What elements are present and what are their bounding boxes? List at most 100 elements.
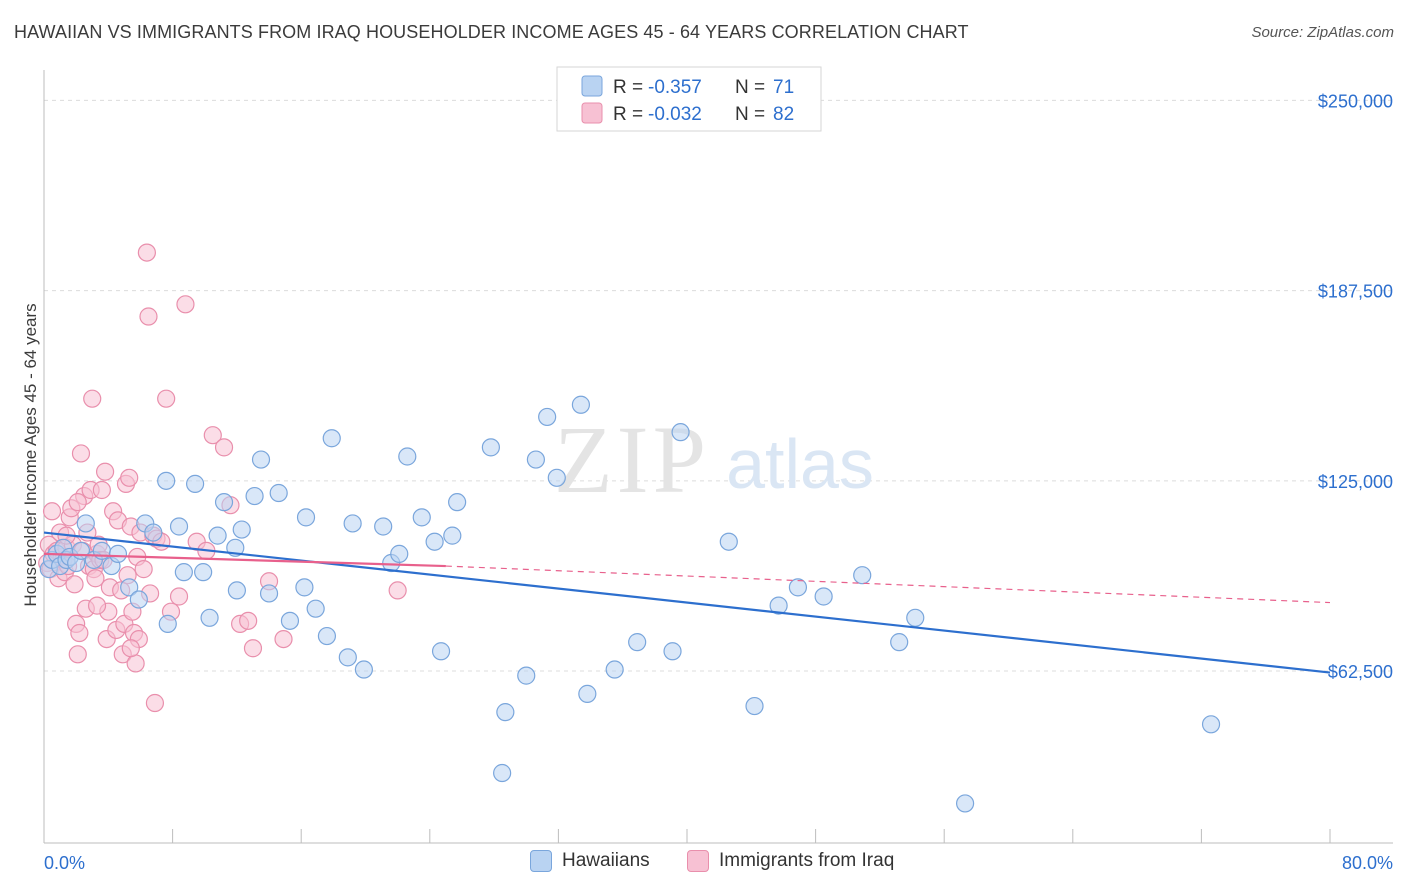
- legend-item-hawaiians[interactable]: Hawaiians: [530, 850, 650, 872]
- hawaiians-point: [481, 438, 500, 457]
- hawaiians-point: [788, 578, 808, 597]
- legend-n-value-2: 82: [773, 104, 794, 125]
- iraq-point: [95, 462, 115, 481]
- hawaiians-point: [245, 486, 264, 506]
- legend-n-label-1: N =: [735, 77, 765, 98]
- legend-n-value-1: 71: [773, 77, 794, 98]
- axes: [43, 70, 1393, 844]
- hawaiians-point: [259, 584, 279, 603]
- hawaiians-point: [526, 450, 545, 469]
- hawaiians-point: [448, 493, 467, 512]
- iraq-point: [71, 444, 91, 463]
- hawaiians-point: [663, 642, 682, 661]
- hawaiians-point: [214, 493, 234, 512]
- legend-label-iraq: Immigrants from Iraq: [719, 850, 895, 871]
- hawaiians-point: [628, 633, 647, 652]
- x-tick-label-max: 80.0%: [1342, 853, 1393, 873]
- iraq-point: [86, 569, 105, 588]
- hawaiians-point: [671, 423, 690, 442]
- hawaiians-point: [317, 626, 337, 646]
- trend-lines: [43, 531, 1331, 674]
- hawaiians-point: [129, 590, 148, 609]
- gridlines: [44, 99, 1393, 672]
- hawaiians-point: [814, 587, 833, 606]
- hawaiians-point: [578, 684, 597, 703]
- iraq-point: [92, 480, 111, 500]
- legend-item-iraq[interactable]: Immigrants from Iraq: [687, 850, 894, 872]
- iraq-point: [65, 575, 84, 594]
- y-tick-label: $62,500: [1328, 662, 1393, 682]
- iraq-point: [239, 611, 258, 630]
- hawaiians-point: [108, 544, 128, 563]
- series-iraq-points: [38, 243, 407, 713]
- iraq-point: [203, 426, 222, 445]
- iraq-point: [134, 560, 153, 579]
- chart-source: Source: ZipAtlas.com: [1251, 24, 1394, 41]
- hawaiians-point: [538, 407, 557, 427]
- legend-r-label-2: R =: [613, 104, 643, 125]
- iraq-point: [274, 629, 293, 649]
- stats-legend: R = -0.357 N = 71 R = -0.032 N = 82: [556, 66, 822, 132]
- hawaiians-point: [719, 532, 738, 551]
- hawaiians-point: [431, 642, 451, 661]
- y-tick-labels: $62,500 $125,000 $187,500 $250,000: [1318, 91, 1393, 682]
- iraq-point: [214, 438, 234, 457]
- iraq-trend-line-extension: [445, 565, 1331, 604]
- watermark-zip: ZIP: [554, 406, 710, 513]
- hawaiians-point: [227, 581, 246, 600]
- series-legend: Hawaiians Immigrants from Iraq: [0, 850, 1406, 880]
- hawaiians-point: [769, 596, 788, 615]
- hawaiians-point: [174, 563, 193, 582]
- legend-label-hawaiians: Hawaiians: [562, 850, 650, 871]
- chart-title: HAWAIIAN VS IMMIGRANTS FROM IRAQ HOUSEHO…: [14, 22, 969, 42]
- y-tick-label: $125,000: [1318, 472, 1393, 492]
- hawaiians-point: [955, 794, 975, 813]
- hawaiians-point: [76, 514, 95, 533]
- hawaiians-point: [169, 517, 189, 536]
- iraq-point: [137, 243, 156, 262]
- y-tick-label: $250,000: [1318, 91, 1393, 111]
- hawaiians-point: [493, 763, 512, 783]
- iraq-point: [169, 587, 189, 606]
- hawaiians-point: [571, 395, 591, 414]
- hawaiians-point: [208, 526, 227, 545]
- hawaiians-point: [745, 696, 764, 716]
- hawaiians-point: [269, 483, 288, 503]
- y-tick-label: $187,500: [1318, 282, 1393, 302]
- hawaiians-point: [295, 578, 314, 597]
- iraq-point: [121, 639, 140, 658]
- iraq-point: [68, 493, 87, 512]
- iraq-point: [139, 307, 158, 326]
- hawaiians-point: [547, 468, 566, 487]
- hawaiians-point: [322, 429, 341, 448]
- iraq-point: [68, 645, 87, 664]
- iraq-point: [42, 502, 62, 521]
- legend-n-label-2: N =: [735, 104, 765, 125]
- iraq-point: [157, 389, 176, 408]
- legend-r-label-1: R =: [613, 77, 643, 98]
- hawaiians-point: [425, 532, 444, 551]
- hawaiians-point: [412, 508, 431, 527]
- hawaiians-point: [390, 544, 409, 563]
- iraq-point: [87, 596, 107, 615]
- hawaiians-point: [120, 578, 139, 597]
- hawaiians-point: [200, 608, 219, 627]
- hawaiians-point: [338, 648, 357, 667]
- hawaiians-point: [398, 447, 417, 466]
- hawaiians-point: [343, 514, 362, 533]
- hawaiians-point: [890, 633, 909, 652]
- hawaiians-point: [158, 614, 177, 633]
- iraq-point: [243, 639, 263, 658]
- watermark-atlas: atlas: [726, 425, 874, 503]
- hawaiians-trend-line: [43, 531, 1331, 674]
- iraq-point: [126, 654, 145, 673]
- legend-swatch-hawaiians: [581, 75, 603, 97]
- hawaiians-point: [186, 474, 205, 493]
- hawaiians-point: [1201, 715, 1221, 734]
- hawaiians-point: [517, 666, 536, 685]
- iraq-point: [83, 389, 102, 408]
- hawaiians-point: [144, 523, 163, 542]
- iraq-trend-line: [43, 552, 446, 568]
- hawaiians-point: [306, 599, 325, 618]
